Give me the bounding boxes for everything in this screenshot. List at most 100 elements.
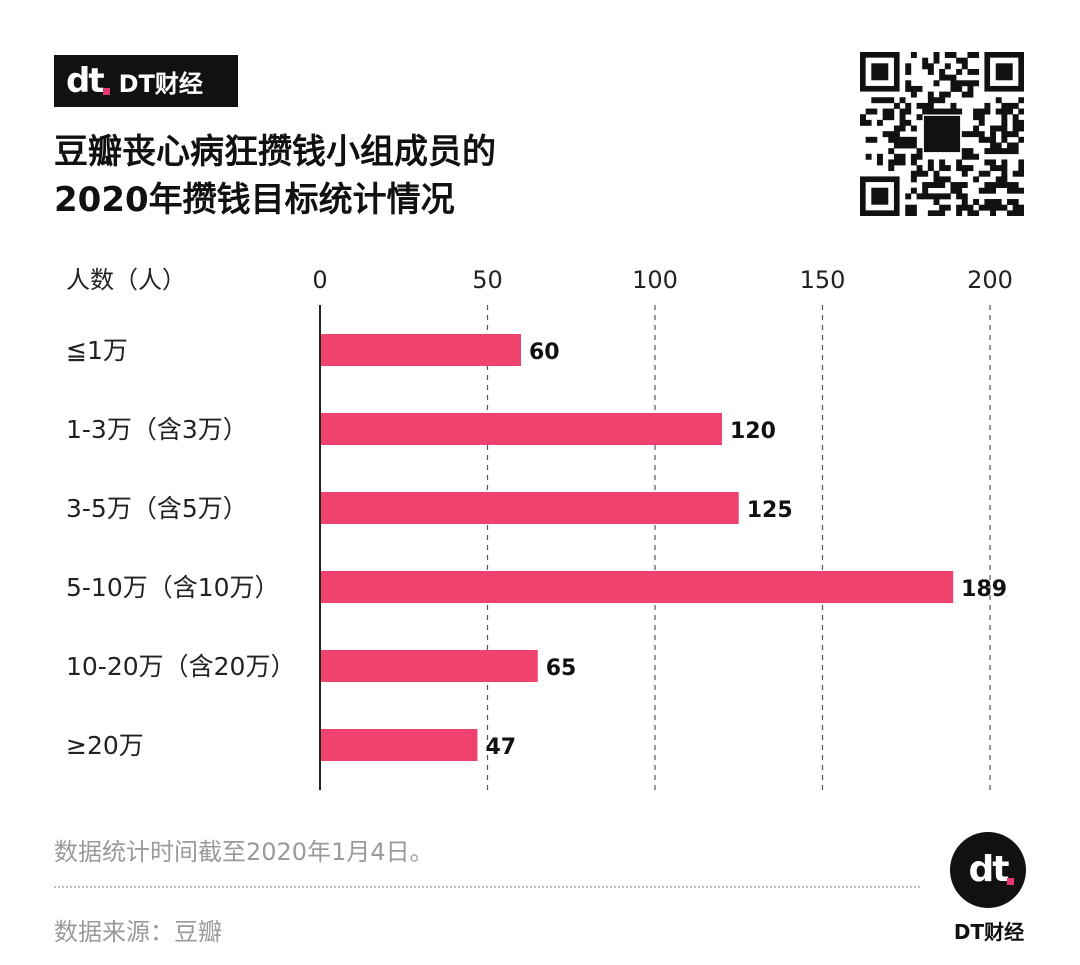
qr-module xyxy=(888,108,895,115)
qr-module xyxy=(922,108,929,115)
qr-module xyxy=(933,176,940,183)
qr-module xyxy=(1012,125,1019,132)
axis-title: 人数（人） xyxy=(66,266,186,294)
qr-module xyxy=(882,108,889,115)
qr-module xyxy=(1018,204,1024,211)
qr-module xyxy=(961,63,968,70)
qr-module xyxy=(967,91,974,98)
bar xyxy=(321,334,521,366)
qr-module xyxy=(967,85,974,92)
qr-module xyxy=(927,108,934,115)
qr-module xyxy=(956,204,963,211)
qr-module xyxy=(956,85,963,92)
qr-module xyxy=(1007,187,1013,194)
qr-module xyxy=(967,165,974,172)
category-label: ≦1万 xyxy=(66,336,128,365)
qr-module xyxy=(984,102,991,109)
qr-module xyxy=(860,119,866,126)
qr-module xyxy=(893,159,900,166)
qr-module xyxy=(990,125,997,132)
qr-module xyxy=(995,204,1002,211)
qr-module xyxy=(939,193,946,200)
qr-module xyxy=(961,204,968,211)
qr-module xyxy=(961,193,968,200)
qr-module xyxy=(1012,142,1019,149)
qr-module xyxy=(1001,102,1008,109)
category-label: 10-20万（含20万） xyxy=(66,652,295,681)
qr-module xyxy=(905,68,912,75)
qr-module xyxy=(995,148,1002,155)
qr-module xyxy=(956,210,963,216)
qr-module xyxy=(967,148,974,155)
qr-module xyxy=(956,108,963,115)
qr-module xyxy=(1001,176,1008,183)
qr-module xyxy=(984,187,991,194)
qr-module xyxy=(950,187,957,194)
qr-module xyxy=(990,165,997,172)
qr-module xyxy=(990,210,997,216)
qr-module xyxy=(1001,131,1008,138)
data-label: 120 xyxy=(730,419,776,444)
category-label: 5-10万（含10万） xyxy=(66,573,280,602)
qr-module xyxy=(995,125,1002,132)
qr-module xyxy=(933,182,940,189)
qr-module xyxy=(922,102,929,109)
qr-module xyxy=(910,136,917,143)
qr-module xyxy=(905,102,912,109)
category-label: 3-5万（含5万） xyxy=(66,494,248,523)
qr-module xyxy=(973,199,980,205)
qr-module xyxy=(933,80,940,87)
qr-module xyxy=(882,114,889,121)
bar xyxy=(321,492,739,524)
chart-title-line-2: 2020年攒钱目标统计情况 xyxy=(54,180,455,220)
qr-module xyxy=(967,52,974,58)
qr-module xyxy=(882,97,889,104)
qr-module xyxy=(939,108,946,115)
qr-module xyxy=(984,170,991,177)
qr-module xyxy=(967,153,974,160)
qr-module xyxy=(905,142,912,149)
footnote: 数据统计时间截至2020年1月4日。 xyxy=(54,838,434,866)
qr-module xyxy=(893,153,900,160)
qr-module xyxy=(910,176,917,183)
qr-module xyxy=(871,108,878,115)
bar xyxy=(321,729,478,761)
qr-module xyxy=(961,182,968,189)
qr-module xyxy=(1001,108,1008,115)
qr-module xyxy=(927,210,934,216)
qr-module xyxy=(893,136,900,143)
qr-module xyxy=(876,119,883,126)
qr-module xyxy=(1007,131,1013,138)
qr-module xyxy=(865,108,872,115)
qr-module xyxy=(1001,136,1008,143)
qr-module xyxy=(899,97,906,104)
category-label: ≥20万 xyxy=(66,731,144,760)
qr-module xyxy=(961,131,968,138)
qr-module xyxy=(956,165,963,172)
source-note: 数据来源：豆瓣 xyxy=(54,918,222,946)
qr-module xyxy=(1001,148,1008,155)
qr-module xyxy=(922,170,929,177)
qr-module xyxy=(1018,119,1024,126)
qr-module xyxy=(1001,119,1008,126)
qr-module xyxy=(882,131,889,138)
qr-module xyxy=(905,210,912,216)
qr-module xyxy=(893,125,900,132)
qr-module xyxy=(978,136,985,143)
qr-code-icon xyxy=(860,52,1024,216)
qr-module xyxy=(927,159,934,166)
qr-module xyxy=(1012,210,1019,216)
qr-module xyxy=(956,193,963,200)
qr-module xyxy=(990,159,997,166)
qr-module xyxy=(973,114,980,121)
qr-module xyxy=(990,204,997,211)
qr-module xyxy=(967,68,974,75)
qr-module xyxy=(888,114,895,121)
qr-module xyxy=(899,114,906,121)
qr-module xyxy=(888,131,895,138)
qr-module xyxy=(984,159,991,166)
qr-module xyxy=(1007,210,1013,216)
qr-module xyxy=(927,63,934,70)
qr-module xyxy=(899,136,906,143)
qr-module xyxy=(978,119,985,126)
